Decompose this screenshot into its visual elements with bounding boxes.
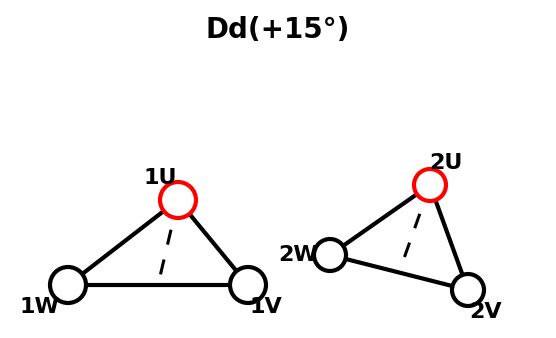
- Text: Dd(+15°): Dd(+15°): [206, 16, 350, 44]
- Text: 1W: 1W: [20, 297, 60, 317]
- Circle shape: [414, 169, 446, 201]
- Text: 2U: 2U: [429, 153, 463, 173]
- Circle shape: [160, 182, 196, 218]
- Text: 1V: 1V: [250, 297, 282, 317]
- Circle shape: [50, 267, 86, 303]
- Text: 2W: 2W: [278, 245, 318, 265]
- Circle shape: [230, 267, 266, 303]
- Text: 1U: 1U: [143, 168, 177, 188]
- Circle shape: [314, 239, 346, 271]
- Circle shape: [452, 274, 484, 306]
- Text: 2V: 2V: [470, 302, 502, 322]
